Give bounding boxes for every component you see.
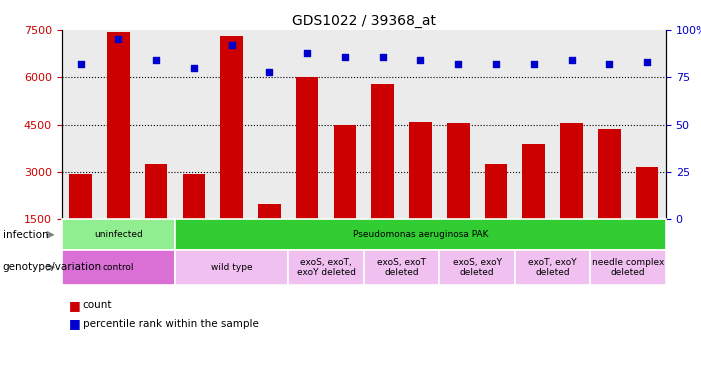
Point	[113, 36, 124, 42]
Point	[339, 54, 350, 60]
Text: exoS, exoY
deleted: exoS, exoY deleted	[453, 258, 502, 277]
Bar	[522, 144, 545, 219]
Text: exoT, exoY
deleted: exoT, exoY deleted	[529, 258, 577, 277]
Point	[377, 54, 388, 60]
Bar	[296, 77, 318, 219]
Bar	[334, 124, 356, 219]
Bar	[560, 123, 583, 219]
Point	[641, 59, 653, 65]
Bar	[182, 174, 205, 219]
Point	[491, 61, 502, 67]
Text: ■: ■	[69, 318, 81, 330]
Text: needle complex
deleted: needle complex deleted	[592, 258, 665, 277]
Text: exoS, exoT,
exoY deleted: exoS, exoT, exoY deleted	[297, 258, 355, 277]
Text: control: control	[102, 263, 134, 272]
Text: uninfected: uninfected	[94, 230, 143, 239]
Point	[301, 50, 313, 56]
Bar	[220, 36, 243, 219]
Bar	[258, 204, 280, 219]
Bar	[145, 164, 168, 219]
Text: exoS, exoT
deleted: exoS, exoT deleted	[377, 258, 426, 277]
Point	[151, 57, 162, 63]
Text: infection: infection	[3, 230, 48, 240]
Bar	[484, 164, 508, 219]
Point	[415, 57, 426, 63]
Point	[226, 42, 237, 48]
Text: genotype/variation: genotype/variation	[3, 262, 102, 272]
Text: ■: ■	[69, 299, 81, 312]
Point	[264, 69, 275, 75]
Point	[566, 57, 577, 63]
Text: count: count	[83, 300, 112, 310]
Bar	[598, 129, 620, 219]
Bar	[107, 32, 130, 219]
Bar	[409, 122, 432, 219]
Point	[604, 61, 615, 67]
Bar	[447, 123, 470, 219]
Bar	[636, 167, 658, 219]
Point	[75, 61, 86, 67]
Point	[189, 65, 200, 71]
Text: Pseudomonas aeruginosa PAK: Pseudomonas aeruginosa PAK	[353, 230, 488, 239]
Bar	[372, 84, 394, 219]
Point	[453, 61, 464, 67]
Title: GDS1022 / 39368_at: GDS1022 / 39368_at	[292, 13, 436, 28]
Text: wild type: wild type	[211, 263, 252, 272]
Bar	[69, 174, 92, 219]
Text: percentile rank within the sample: percentile rank within the sample	[83, 319, 259, 329]
Point	[528, 61, 539, 67]
